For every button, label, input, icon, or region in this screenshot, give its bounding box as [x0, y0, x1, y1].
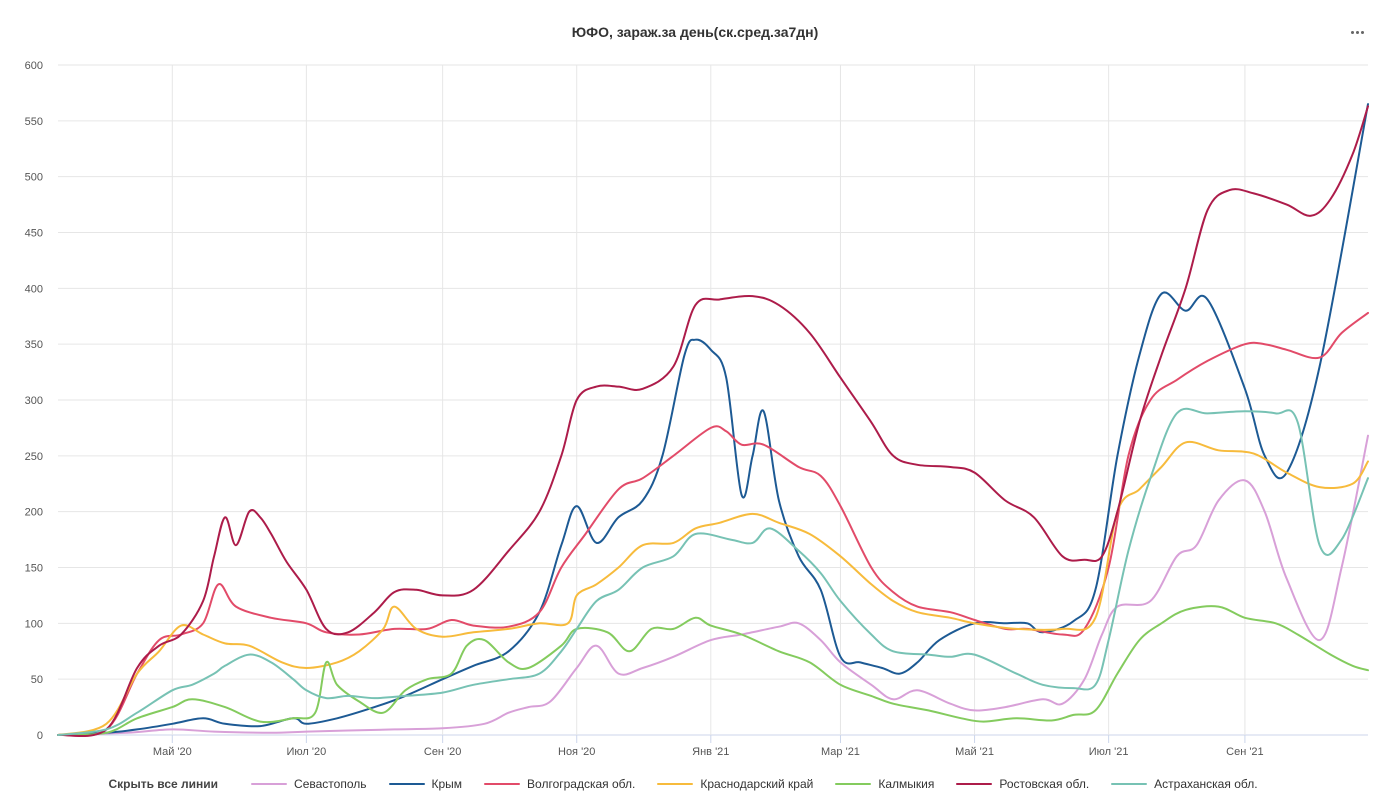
legend-item-5[interactable]: Ростовская обл. [956, 777, 1089, 791]
hide-all-lines-button[interactable]: Скрыть все линии [108, 777, 219, 791]
y-tick-label: 100 [25, 618, 43, 630]
y-tick-label: 400 [25, 283, 43, 295]
legend-label: Ростовская обл. [999, 777, 1090, 791]
x-tick-label: Сен '21 [1226, 746, 1264, 758]
chart-menu-button[interactable] [1343, 20, 1371, 44]
series-line-3 [57, 440, 1369, 736]
y-tick-label: 550 [25, 116, 43, 128]
legend-swatch [484, 783, 521, 785]
y-tick-label: 150 [25, 563, 43, 575]
x-tick-label: Июл '20 [287, 746, 327, 758]
x-tick-label: Май '20 [153, 746, 192, 758]
y-tick-label: 200 [25, 507, 43, 519]
x-tick-label: Июл '21 [1089, 746, 1129, 758]
legend-swatch [657, 783, 694, 785]
legend-swatch [388, 783, 425, 785]
y-tick-label: 450 [25, 228, 43, 240]
dot-icon [1350, 30, 1354, 34]
series-line-1 [57, 103, 1369, 736]
legend-item-4[interactable]: Калмыкия [835, 777, 934, 791]
x-tick-label: Сен '20 [424, 746, 462, 758]
legend-item-3[interactable]: Краснодарский край [657, 777, 813, 791]
y-tick-label: 250 [25, 451, 43, 463]
legend-label: Севастополь [294, 777, 367, 791]
dot-icon [1355, 30, 1359, 34]
legend: Скрыть все линии Севастополь Крым Волгогра… [0, 772, 1377, 796]
legend-swatch [251, 783, 288, 785]
legend-item-6[interactable]: Астраханская обл. [1111, 777, 1258, 791]
legend-swatch [835, 783, 872, 785]
y-tick-label: 50 [31, 674, 43, 686]
y-tick-label: 0 [37, 730, 43, 742]
series-line-5 [57, 105, 1369, 738]
chart-title: ЮФО, зараж.за день(ск.сред.за7дн) [571, 24, 819, 40]
dot-icon [1360, 30, 1364, 34]
legend-label: Астраханская обл. [1154, 777, 1258, 791]
y-tick-label: 500 [25, 172, 43, 184]
legend-label: Волгоградская обл. [527, 777, 636, 791]
x-tick-label: Май '21 [955, 746, 994, 758]
x-tick-label: Янв '21 [692, 746, 729, 758]
legend-label: Крым [431, 777, 463, 791]
x-tick-label: Ноя '20 [558, 746, 595, 758]
legend-item-1[interactable]: Крым [388, 777, 463, 791]
legend-item-0[interactable]: Севастополь [251, 777, 367, 791]
legend-swatch [1111, 783, 1148, 785]
legend-label: Калмыкия [878, 777, 935, 791]
y-tick-label: 300 [25, 395, 43, 407]
series-line-0 [57, 434, 1369, 736]
series-line-2 [57, 311, 1369, 737]
series-line-6 [57, 407, 1369, 736]
x-tick-label: Мар '21 [821, 746, 860, 758]
y-tick-label: 600 [25, 60, 43, 72]
legend-label: Краснодарский край [700, 777, 814, 791]
series-line-4 [57, 605, 1369, 736]
legend-swatch [956, 783, 993, 785]
legend-item-2[interactable]: Волгоградская обл. [484, 777, 635, 791]
line-chart: 0 50 100 150 200 250 300 350 400 450 500 550 600 Май … [25, 60, 1369, 758]
y-tick-label: 350 [25, 339, 43, 351]
